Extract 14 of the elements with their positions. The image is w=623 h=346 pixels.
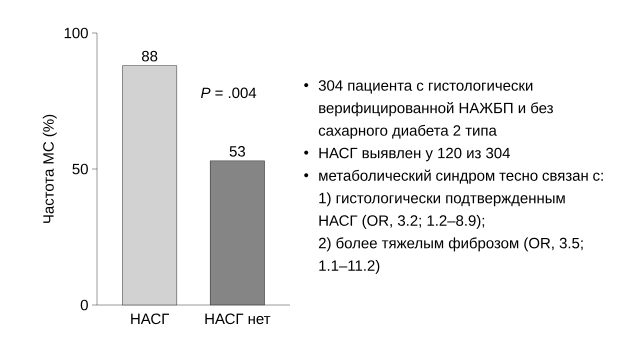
text: метаболический синдром тесно связан с: <box>319 170 603 184</box>
x-tick-label: НАСГ нет <box>205 314 270 324</box>
y-axis-title: Частота МС (%) <box>42 114 57 223</box>
y-tick-label: 50 <box>72 164 88 174</box>
text: 1) гистологически подтвержденным НАСГ (OR, 3.2; 1.2–8.9); <box>319 192 565 229</box>
text: НАСГ выявлен у 120 из 304 <box>319 148 510 162</box>
y-tick-label: 100 <box>64 28 88 38</box>
text: 304 пациента с гистологически верифицированной НАЖБП и без сахарного диабета 2 типа <box>318 80 553 139</box>
text: 2) более тяжелым фиброзом (OR, 3.5; 1.1–11.2) <box>318 237 583 274</box>
y-tick-label: 0 <box>80 300 88 310</box>
data-label: 88 <box>142 50 158 62</box>
x-tick-label: НАСГ <box>131 314 170 324</box>
data-label: 53 <box>230 146 246 157</box>
annotation: P = .004 <box>201 88 256 98</box>
